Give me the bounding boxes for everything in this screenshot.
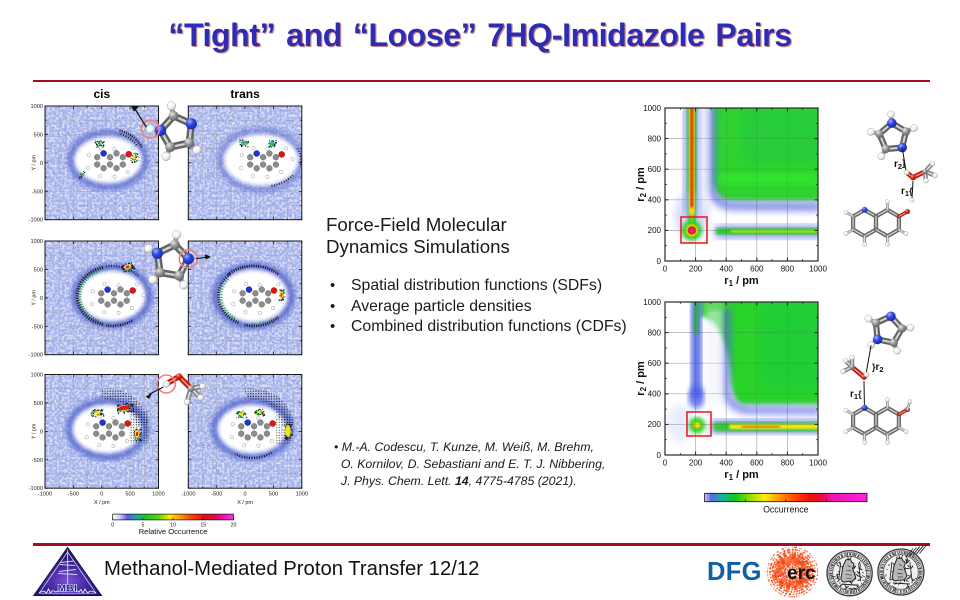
svg-text:r2]: r2] — [894, 158, 905, 171]
svg-text:r2 / pm: r2 / pm — [635, 167, 648, 202]
svg-text:200: 200 — [648, 226, 662, 235]
svg-text:}r2: }r2 — [872, 362, 884, 374]
svg-text:X / pm: X / pm — [94, 500, 110, 506]
svg-text:Occurrence: Occurrence — [763, 505, 809, 515]
svg-text:0: 0 — [40, 429, 43, 435]
svg-text:0: 0 — [663, 459, 668, 468]
svg-text:400: 400 — [720, 265, 734, 274]
svg-text:-1000: -1000 — [29, 486, 43, 492]
svg-text:0: 0 — [40, 296, 43, 302]
svg-text:5: 5 — [141, 522, 144, 528]
svg-text:-500: -500 — [32, 189, 43, 195]
svg-text:0: 0 — [40, 161, 43, 167]
svg-text:-500: -500 — [32, 458, 43, 464]
svg-text:Y / pm: Y / pm — [32, 423, 38, 439]
svg-text:0: 0 — [111, 522, 114, 528]
svg-text:800: 800 — [781, 265, 795, 274]
svg-text:1000: 1000 — [643, 104, 661, 113]
svg-text:r1{: r1{ — [850, 389, 862, 401]
svg-text:0: 0 — [663, 265, 668, 274]
svg-text:800: 800 — [648, 134, 662, 143]
svg-text:r1{: r1{ — [901, 186, 913, 198]
svg-text:0: 0 — [657, 451, 662, 460]
svg-text:Y / pm: Y / pm — [32, 290, 38, 306]
svg-text:200: 200 — [689, 459, 703, 468]
svg-text:Relative Occurrence: Relative Occurrence — [139, 527, 208, 536]
svg-text:10: 10 — [170, 522, 176, 528]
svg-text:400: 400 — [648, 390, 662, 399]
svg-text:trans: trans — [230, 87, 260, 101]
svg-text:r1 / pm: r1 / pm — [724, 469, 759, 482]
svg-text:15: 15 — [200, 522, 206, 528]
svg-text:-1000: -1000 — [29, 218, 43, 224]
svg-text:600: 600 — [750, 265, 764, 274]
svg-text:500: 500 — [34, 401, 43, 407]
svg-text:-500: -500 — [32, 324, 43, 330]
svg-text:500: 500 — [269, 492, 278, 498]
svg-text:1000: 1000 — [152, 492, 164, 498]
svg-text:1000: 1000 — [643, 298, 661, 307]
svg-text:800: 800 — [781, 459, 795, 468]
svg-text:1000: 1000 — [31, 239, 43, 245]
svg-text:0: 0 — [100, 492, 103, 498]
svg-text:1000: 1000 — [31, 373, 43, 379]
svg-text:400: 400 — [720, 459, 734, 468]
svg-text:1000: 1000 — [809, 265, 827, 274]
svg-text:600: 600 — [648, 165, 662, 174]
svg-text:DFG: DFG — [707, 558, 762, 586]
svg-text:500: 500 — [125, 492, 134, 498]
svg-text:1000: 1000 — [809, 459, 827, 468]
svg-text:0: 0 — [657, 257, 662, 266]
svg-text:cis: cis — [93, 87, 110, 101]
svg-text:1000: 1000 — [31, 104, 43, 110]
svg-text:500: 500 — [34, 132, 43, 138]
svg-text:20: 20 — [231, 522, 237, 528]
svg-text:-1000: -1000 — [29, 353, 43, 359]
svg-text:r1 / pm: r1 / pm — [724, 275, 759, 288]
svg-text:-500: -500 — [211, 492, 222, 498]
svg-text:1000: 1000 — [296, 492, 308, 498]
svg-text:r2 / pm: r2 / pm — [635, 361, 648, 396]
svg-text:200: 200 — [648, 420, 662, 429]
svg-text:-1000: -1000 — [38, 492, 52, 498]
svg-text:200: 200 — [689, 265, 703, 274]
svg-text:Y / pm: Y / pm — [32, 155, 38, 171]
svg-text:600: 600 — [648, 359, 662, 368]
svg-text:-500: -500 — [68, 492, 79, 498]
svg-text:erc: erc — [787, 563, 816, 584]
svg-text:X / pm: X / pm — [237, 500, 253, 506]
svg-text:MBI: MBI — [58, 584, 78, 595]
svg-text:-1000: -1000 — [181, 492, 195, 498]
svg-text:0: 0 — [244, 492, 247, 498]
svg-text:400: 400 — [648, 196, 662, 205]
svg-text:600: 600 — [750, 459, 764, 468]
svg-text:500: 500 — [34, 267, 43, 273]
svg-text:800: 800 — [648, 328, 662, 337]
